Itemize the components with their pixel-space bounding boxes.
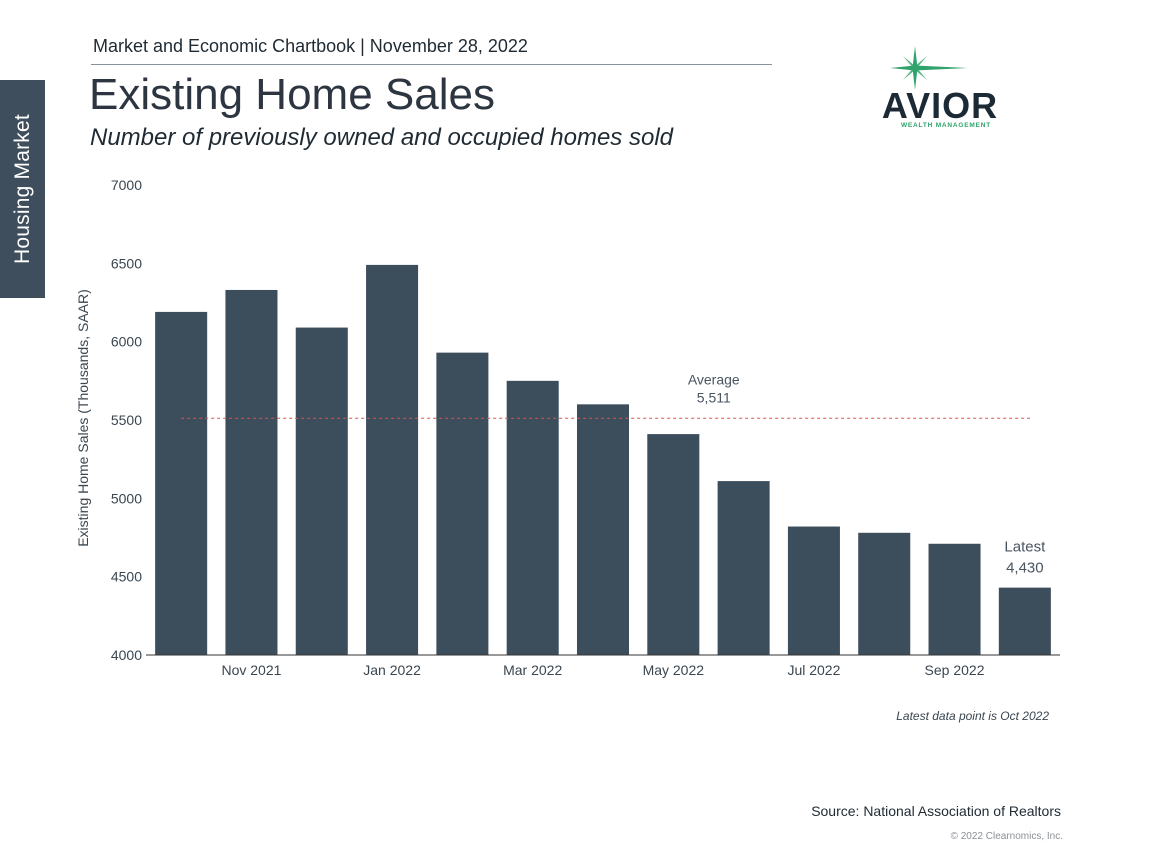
average-label: Average [688, 371, 740, 387]
x-axis-ticks: Nov 2021 Jan 2022 Mar 2022 May 2022 Jul 2022… [221, 662, 984, 678]
bar-oct-2021 [155, 311, 208, 655]
star-burst-icon [890, 46, 968, 90]
page-title: Existing Home Sales [89, 70, 495, 119]
y-axis-label: Existing Home Sales (Thousands, SAAR) [75, 289, 91, 547]
bar-sep-2022 [928, 543, 981, 655]
x-tick-label: Jul 2022 [787, 662, 840, 678]
y-tick-label: 6500 [111, 255, 142, 271]
copyright: © 2022 Clearnomics, Inc. [950, 831, 1063, 842]
avior-logo: AVIOR WEALTH MANAGEMENT [882, 46, 998, 129]
bar-may-2022 [647, 434, 700, 655]
bar-jan-2022 [366, 264, 419, 655]
latest-data-note: Latest data point is Oct 2022 [896, 709, 1049, 723]
bar-apr-2022 [576, 404, 630, 655]
y-tick-label: 7000 [111, 177, 142, 193]
logo-name: AVIOR [882, 85, 998, 126]
page-subtitle: Number of previously owned and occupied … [90, 124, 673, 151]
x-tick-label: Mar 2022 [503, 662, 562, 678]
y-tick-label: 5000 [111, 490, 142, 506]
y-tick-label: 5500 [111, 412, 142, 428]
y-axis-ticks: 4000 4500 5000 5500 6000 6500 7000 [111, 177, 142, 663]
bar-oct-2022 [998, 587, 1051, 655]
logo-tagline: WEALTH MANAGEMENT [901, 122, 991, 129]
bar-jul-2022 [787, 526, 840, 655]
x-tick-label: Jan 2022 [363, 662, 421, 678]
bar-dec-2021 [295, 327, 348, 655]
latest-value: 4,430 [1006, 560, 1044, 577]
y-tick-label: 4000 [111, 647, 142, 663]
average-value: 5,511 [697, 389, 731, 405]
bar-aug-2022 [858, 532, 911, 655]
side-tab[interactable]: Housing Market [0, 80, 45, 298]
source-note: Source: National Association of Realtors [811, 803, 1061, 819]
bar-jun-2022 [717, 481, 770, 655]
y-tick-label: 6000 [111, 334, 142, 350]
x-tick-label: Nov 2021 [221, 662, 281, 678]
bar-nov-2021 [225, 289, 278, 655]
x-tick-label: May 2022 [643, 662, 705, 678]
header-divider [91, 64, 772, 65]
bars [155, 264, 1051, 655]
chartbook-header: Market and Economic Chartbook | November… [93, 36, 528, 56]
latest-label: Latest [1004, 539, 1046, 556]
bar-feb-2022 [436, 352, 489, 655]
y-tick-label: 4500 [111, 569, 142, 585]
bar-mar-2022 [506, 380, 559, 655]
x-tick-label: Sep 2022 [925, 662, 985, 678]
